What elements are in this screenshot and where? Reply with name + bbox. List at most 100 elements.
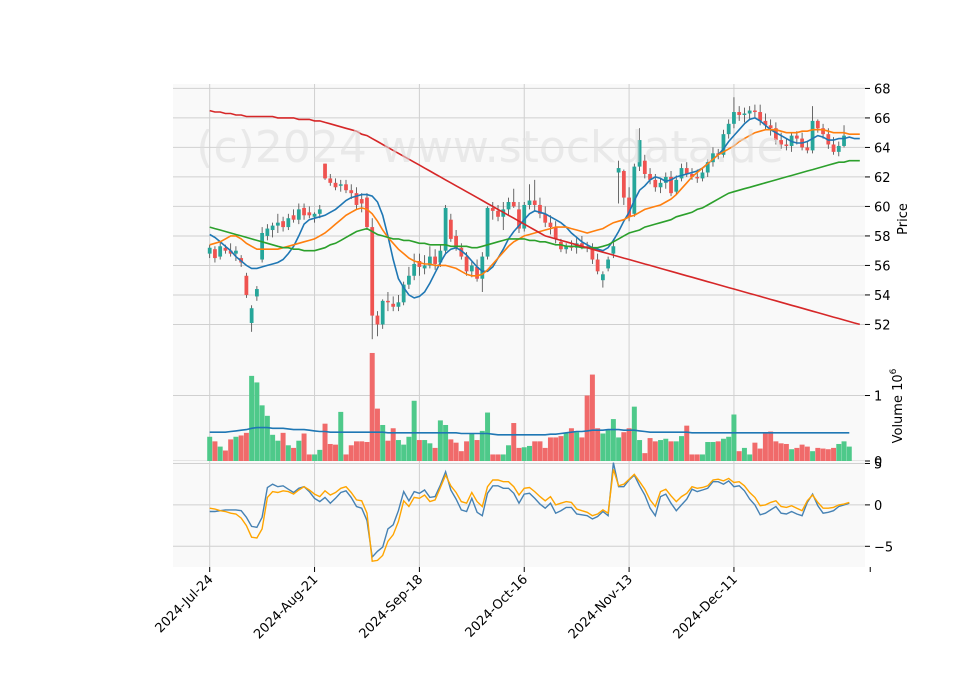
price-tick-label: 68 (874, 82, 891, 97)
volume-bar (568, 428, 574, 461)
volume-bar (621, 432, 627, 461)
volume-bar (453, 442, 459, 461)
indicator-panel: 50−5 (173, 457, 893, 567)
volume-panel: 01 (173, 351, 882, 470)
candle-body (590, 247, 595, 260)
candle-body (595, 259, 600, 272)
candle-body (459, 247, 464, 257)
volume-bar (610, 419, 616, 461)
volume-bar (259, 405, 265, 461)
candle-body (433, 256, 438, 264)
price-tick-label: 66 (874, 112, 891, 127)
volume-bar (547, 437, 553, 461)
volume-bar (574, 432, 580, 461)
volume-bar (432, 447, 438, 461)
volume-bar (762, 432, 768, 461)
candle-body (721, 134, 726, 155)
volume-bar (831, 447, 837, 461)
candle-body (773, 128, 778, 141)
volume-bar (280, 432, 286, 461)
candle-body (307, 212, 312, 216)
candle-body (317, 209, 322, 214)
indicator-tick-label: 5 (874, 457, 882, 472)
volume-bar (516, 447, 522, 461)
volume-bar (249, 375, 255, 461)
candle-body (291, 215, 296, 220)
candle-body (763, 120, 768, 126)
candle-body (737, 112, 742, 115)
candle-body (506, 202, 511, 210)
volume-bar (228, 439, 234, 461)
volume-bar (495, 454, 501, 461)
candle-body (412, 263, 417, 276)
volume-bar (836, 443, 842, 461)
volume-bar (783, 443, 789, 461)
candle-body (815, 120, 820, 129)
volume-bar (422, 440, 428, 461)
candle-body (674, 179, 679, 192)
volume-bar (390, 428, 396, 461)
volume-bar (810, 451, 816, 461)
price-tick-label: 52 (874, 318, 891, 333)
volume-bar (369, 352, 375, 461)
candle-body (365, 197, 369, 228)
candle-body (600, 274, 605, 281)
candle-body (658, 182, 663, 188)
price-tick-label: 62 (874, 171, 891, 186)
candle-body (338, 184, 343, 186)
candle-body (627, 197, 631, 217)
volume-bar (815, 447, 821, 461)
volume-bar (521, 447, 527, 461)
volume-bar (448, 439, 454, 461)
volume-bar (532, 441, 538, 461)
volume-bar (374, 408, 380, 461)
candle-body (632, 166, 637, 214)
volume-bar (385, 440, 391, 461)
volume-bar (789, 449, 795, 461)
volume-bar (317, 449, 323, 461)
candle-body (286, 218, 291, 228)
volume-bar (804, 446, 810, 461)
candle-body (821, 128, 825, 135)
price-ma-fast-line (209, 117, 860, 299)
candle-body (380, 300, 385, 325)
candle-body (475, 266, 479, 279)
candle-body (753, 110, 757, 113)
volume-scale-exponent: 6 (889, 368, 899, 374)
candle-body (448, 219, 453, 239)
volume-tick-label: 1 (874, 390, 882, 405)
volume-bar (301, 433, 307, 461)
candle-body (427, 256, 432, 266)
watermark: (c)2024 www.stockdata.de (196, 122, 783, 173)
candle-body (669, 176, 673, 194)
candle-body (422, 265, 427, 269)
candle-body (621, 171, 626, 198)
candle-body (742, 113, 747, 115)
volume-bar (741, 447, 747, 461)
candle-body (532, 200, 537, 205)
candle-body (312, 213, 317, 217)
price-ma-slow-line (209, 159, 860, 252)
candle-body (779, 140, 784, 145)
volume-bar (364, 442, 370, 461)
candle-body (323, 163, 327, 179)
volume-bar (485, 412, 491, 461)
candle-body (836, 145, 841, 152)
price-ma-mid-line (209, 128, 860, 277)
candle-body (249, 308, 254, 323)
candle-body (700, 172, 705, 179)
candle-body (705, 162, 710, 173)
volume-bar (322, 423, 328, 461)
volume-bar (469, 433, 475, 461)
volume-bar (768, 431, 774, 461)
candle-body (443, 207, 448, 251)
volume-bar (626, 428, 632, 461)
volume-bar (846, 446, 852, 461)
candle-body (228, 250, 233, 254)
volume-bar (584, 395, 590, 461)
volume-bar (726, 436, 732, 461)
candle-body (281, 221, 285, 228)
candle-body (270, 225, 275, 231)
volume-bar (285, 445, 291, 461)
